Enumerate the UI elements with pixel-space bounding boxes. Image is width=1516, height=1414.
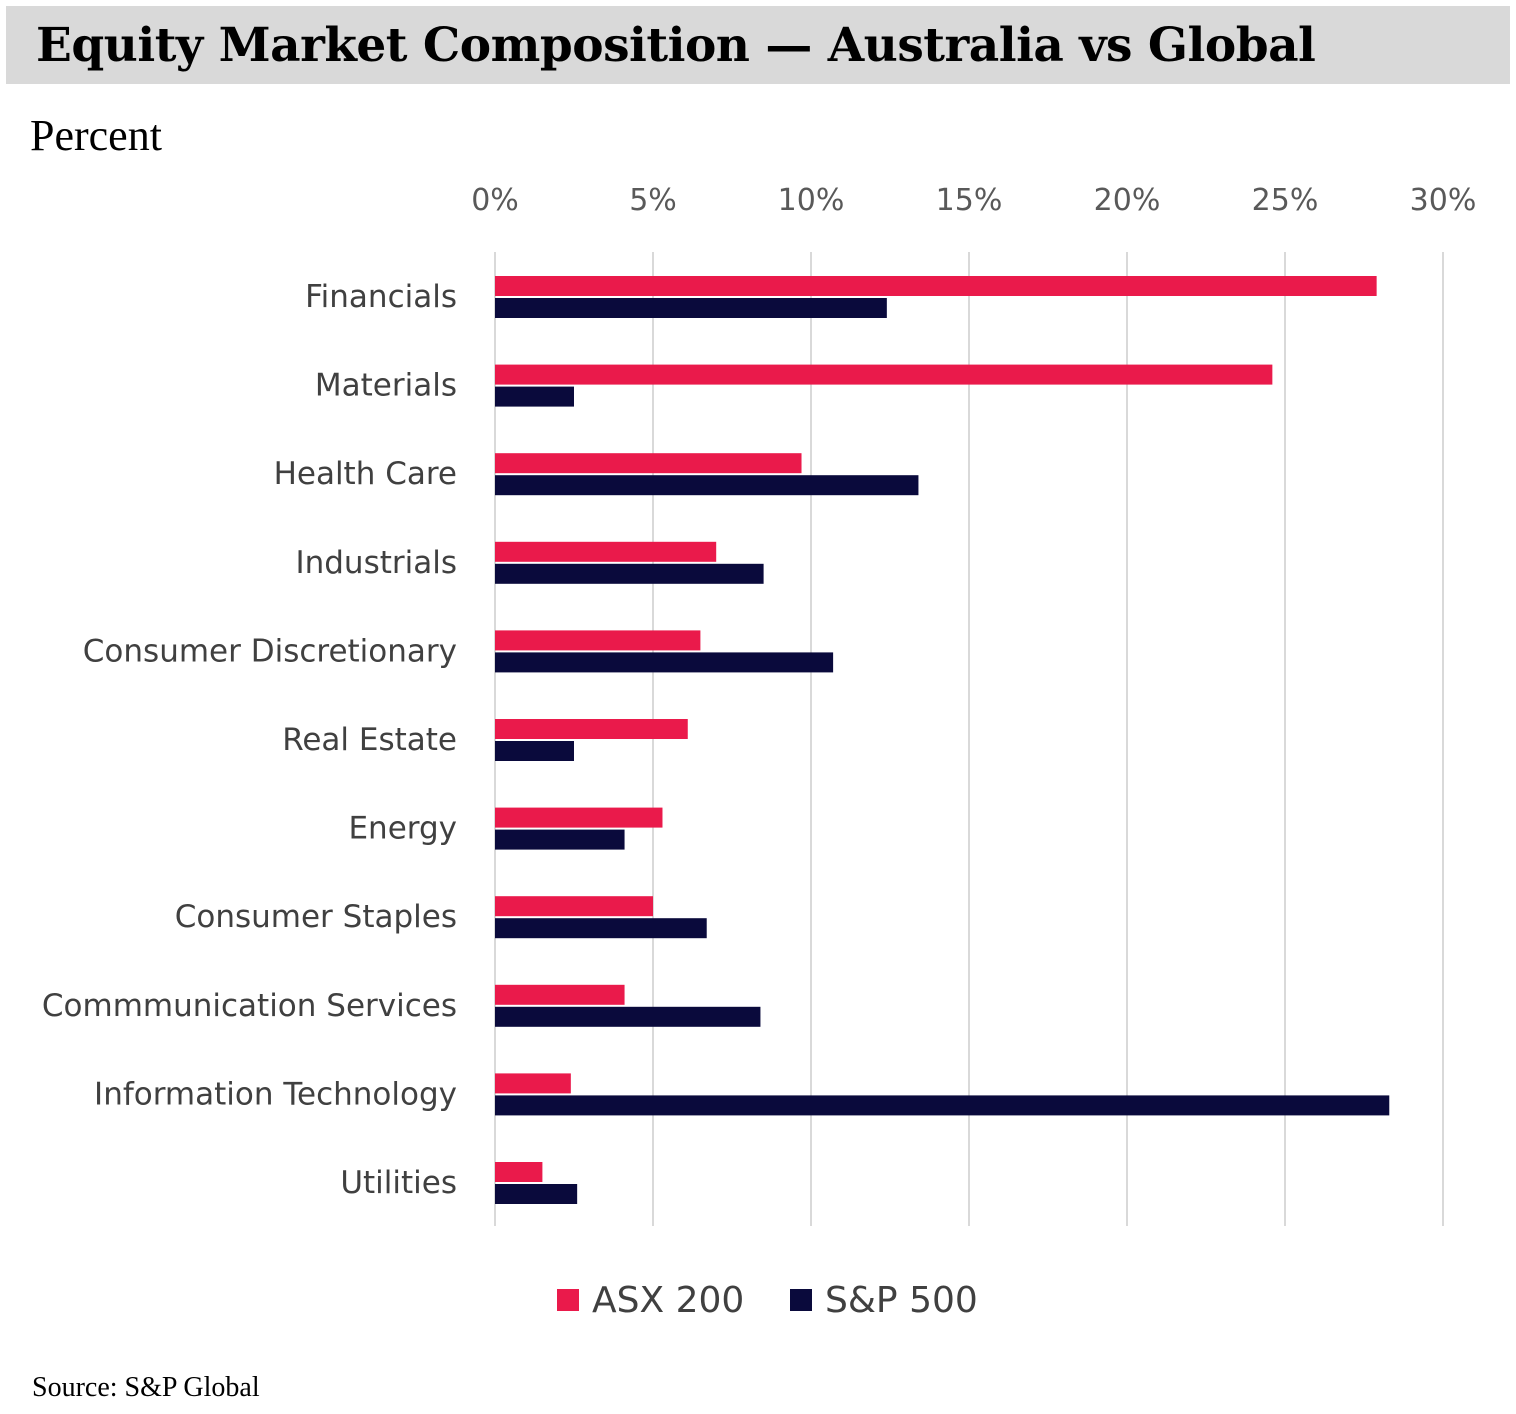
legend-swatch-asx-200 (557, 1289, 579, 1311)
bar-s-p-500 (495, 1095, 1389, 1115)
category-label: Industrials (295, 545, 457, 581)
bar-asx-200 (495, 1073, 571, 1093)
bar-s-p-500 (495, 387, 574, 407)
category-label: Health Care (274, 456, 457, 492)
category-label: Utilities (340, 1165, 457, 1201)
bar-asx-200 (495, 365, 1272, 385)
bar-asx-200 (495, 808, 662, 828)
category-label: Consumer Staples (175, 899, 457, 935)
x-tick-label: 0% (471, 183, 519, 218)
bar-s-p-500 (495, 298, 887, 318)
bar-asx-200 (495, 276, 1377, 296)
bar-s-p-500 (495, 475, 918, 495)
source-note: Source: S&P Global (32, 1372, 260, 1404)
x-tick-label: 30% (1410, 183, 1477, 218)
category-label: Commmunication Services (42, 988, 457, 1024)
legend: ASX 200 S&P 500 (557, 1280, 978, 1321)
category-label: Energy (348, 811, 457, 847)
bar-s-p-500 (495, 652, 833, 672)
bar-asx-200 (495, 453, 802, 473)
bar-s-p-500 (495, 830, 625, 850)
bar-asx-200 (495, 630, 700, 650)
x-tick-label: 10% (778, 183, 845, 218)
category-label: Financials (305, 279, 457, 315)
legend-swatch-s-p-500 (790, 1289, 812, 1311)
bar-asx-200 (495, 719, 688, 739)
legend-label-asx-200: ASX 200 (592, 1280, 744, 1321)
x-tick-label: 20% (1094, 183, 1161, 218)
bar-s-p-500 (495, 1007, 760, 1027)
x-tick-label: 5% (629, 183, 677, 218)
category-label: Materials (315, 368, 457, 404)
bar-s-p-500 (495, 1184, 577, 1204)
category-label: Consumer Discretionary (83, 633, 457, 669)
bar-asx-200 (495, 985, 625, 1005)
category-label: Real Estate (282, 722, 457, 758)
bar-s-p-500 (495, 741, 574, 761)
bar-s-p-500 (495, 564, 764, 584)
bars (495, 276, 1389, 1204)
bar-asx-200 (495, 542, 716, 562)
x-tick-label: 15% (936, 183, 1003, 218)
bar-s-p-500 (495, 918, 707, 938)
x-tick-label: 25% (1252, 183, 1319, 218)
legend-label-s-p-500: S&P 500 (825, 1280, 978, 1321)
bar-asx-200 (495, 1162, 542, 1182)
bar-chart: 0% 5% 10% 15% 20% 25% 30% Financials Materials H… (0, 0, 1516, 1414)
x-axis-ticks: 0% 5% 10% 15% 20% 25% 30% (471, 183, 1476, 218)
category-label: Information Technology (94, 1076, 457, 1112)
category-labels: Financials Materials Health Care Industrial… (42, 279, 457, 1201)
bar-asx-200 (495, 896, 653, 916)
